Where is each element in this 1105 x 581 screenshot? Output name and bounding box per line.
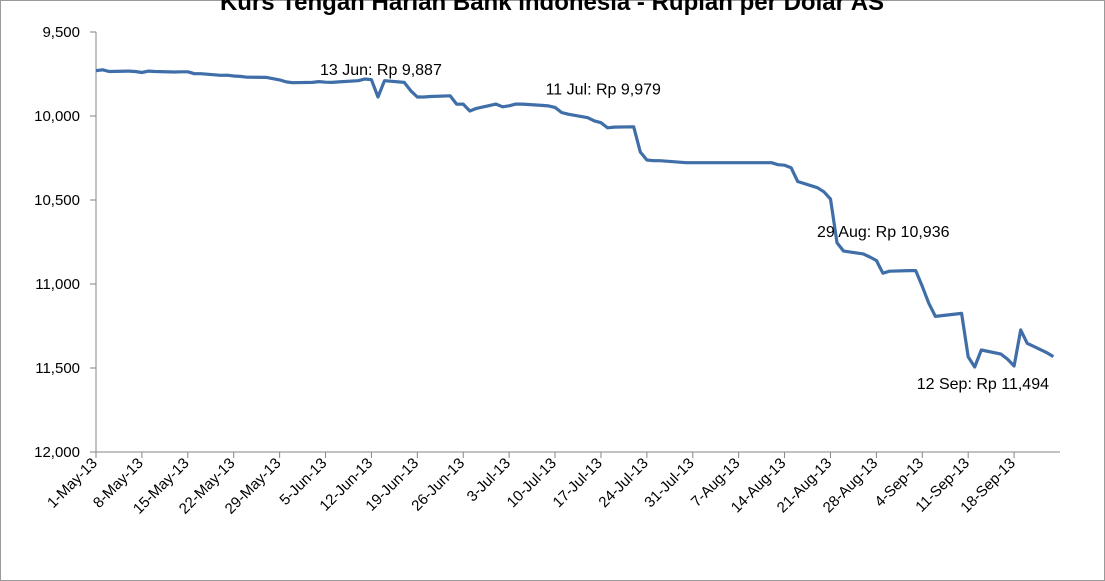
annotation-label: 13 Jun: Rp 9,887 [320,62,442,79]
y-tick-label: 11,000 [35,276,80,293]
x-tick-label: 31-Jul-13 [641,455,697,511]
x-tick-label: 24-Jul-13 [595,455,651,511]
y-tick-label: 10,000 [34,108,80,125]
x-tick-label: 17-Jul-13 [550,455,606,511]
y-axis-ticks: 9,500 10,000 10,500 11,000 11,500 12,000 [34,24,96,461]
y-tick-label: 11,500 [35,360,80,377]
y-tick-label: 10,500 [34,192,80,209]
axes [95,32,1060,453]
x-axis-ticks: 1-May-138-May-1315-May-1322-May-1329-May… [44,452,1019,518]
y-tick-label: 12,000 [34,444,80,461]
y-tick-label: 9,500 [42,24,80,41]
annotation-label: 11 Jul: Rp 9,979 [546,81,661,98]
series-line [95,68,1055,369]
x-tick-label: 10-Jul-13 [504,455,560,511]
chart-title: Kurs Tengah Harian Bank Indonesia - Rupi… [220,0,884,16]
annotation-label: 12 Sep: Rp 11,494 [917,376,1049,393]
annotation-label: 29 Aug: Rp 10,936 [817,224,950,241]
annotations: 13 Jun: Rp 9,887 11 Jul: Rp 9,979 29 Aug: … [320,62,1049,393]
